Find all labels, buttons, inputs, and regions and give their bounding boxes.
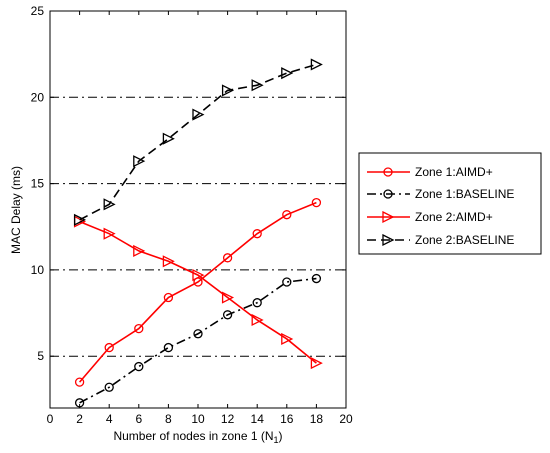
legend-label-1: Zone 1:AIMD+ (415, 165, 493, 179)
series-group (73, 58, 323, 408)
x-tick-label-1: 2 (76, 412, 83, 426)
series-4-point-3 (133, 155, 146, 168)
legend-label-4: Zone 2:BASELINE (415, 233, 514, 247)
y-tick-label-1: 10 (31, 263, 45, 277)
series-1-point-8 (282, 210, 292, 220)
series-2-point-3 (134, 361, 144, 372)
x-tick-label-9: 18 (310, 412, 324, 426)
legend-label-2: Zone 1:BASELINE (415, 187, 514, 201)
series-3-point-8 (281, 332, 294, 346)
legend-swatch-marker-1 (383, 167, 393, 177)
x-tick-label-7: 14 (251, 412, 265, 426)
series-4-point-8 (281, 67, 294, 80)
legend-swatch-marker-4 (382, 233, 395, 247)
series-4 (73, 58, 323, 226)
series-2-line (79, 277, 317, 404)
x-tick-label-0: 0 (47, 412, 54, 426)
legend-swatch-marker-2 (383, 189, 393, 199)
grid-lines (50, 96, 346, 357)
legend-entry-1: Zone 1:AIMD+ (367, 165, 493, 179)
x-tick-label-5: 10 (191, 412, 205, 426)
legend-entry-4: Zone 2:BASELINE (367, 233, 514, 247)
series-1 (74, 197, 322, 387)
series-1-point-1 (74, 377, 85, 387)
y-axis-label: MAC Delay (ms) (9, 166, 23, 254)
series-2-point-4 (163, 342, 174, 353)
legend-swatch-marker-3 (382, 210, 395, 224)
x-tick-label-8: 16 (280, 412, 294, 426)
series-4-point-7 (251, 79, 264, 92)
series-1-point-7 (252, 229, 262, 239)
series-2-point-2 (104, 382, 114, 392)
x-axis-label: Number of nodes in zone 1 (N1) (113, 429, 282, 445)
x-tick-label-10: 20 (339, 412, 353, 426)
series-3-point-3 (133, 244, 146, 257)
series-1-point-6 (222, 253, 233, 263)
legend: Zone 1:AIMD+ Zone 1:BASELINE Zone 2:AIMD+ Z… (358, 152, 542, 255)
series-4-point-1 (73, 213, 87, 226)
series-1-point-9 (311, 197, 322, 208)
series-2-point-1 (74, 398, 85, 408)
series-1-point-4 (163, 292, 174, 303)
series-3-point-9 (310, 357, 323, 370)
series-4-point-2 (103, 198, 116, 211)
series-2-point-9 (311, 273, 322, 284)
series-3-point-5 (192, 269, 205, 282)
series-1-point-2 (104, 342, 114, 353)
x-tick-label-6: 12 (221, 412, 235, 426)
y-tick-label-4: 25 (31, 4, 45, 18)
y-tick-label-2: 15 (31, 177, 45, 191)
series-4-line (79, 63, 317, 221)
series-3-point-7 (251, 313, 264, 327)
x-tick-label-4: 8 (165, 412, 172, 426)
series-2-point-8 (282, 277, 292, 287)
series-4-point-4 (162, 132, 175, 145)
series-4-point-6 (221, 84, 235, 97)
series-2 (74, 273, 322, 408)
series-3-point-6 (221, 291, 235, 304)
series-1-line (78, 201, 317, 383)
series-4-point-5 (192, 108, 205, 121)
series-1-point-3 (134, 323, 144, 334)
legend-box (358, 152, 542, 255)
series-2-point-7 (252, 298, 262, 308)
series-3-point-2 (103, 227, 116, 240)
legend-entry-2: Zone 1:BASELINE (367, 187, 514, 201)
series-2-point-6 (222, 310, 233, 320)
legend-entry-3: Zone 2:AIMD+ (367, 210, 493, 224)
series-3-line (79, 220, 317, 364)
series-3-point-4 (162, 255, 175, 268)
x-tick-label-3: 6 (135, 412, 142, 426)
y-axis: 5 10 15 20 25 (31, 4, 346, 363)
x-tick-label-2: 4 (106, 412, 113, 426)
series-4-point-9 (310, 58, 323, 71)
x-axis: 0 2 4 6 8 10 12 14 16 18 20 (47, 11, 353, 426)
legend-label-3: Zone 2:AIMD+ (415, 210, 493, 224)
series-2-point-5 (193, 329, 203, 339)
y-tick-label-3: 20 (31, 90, 45, 104)
y-tick-label-0: 5 (37, 349, 44, 363)
